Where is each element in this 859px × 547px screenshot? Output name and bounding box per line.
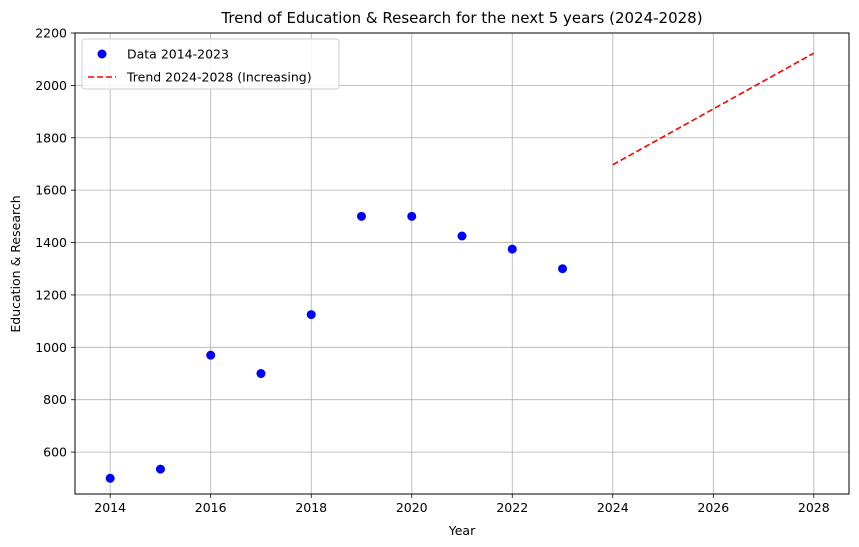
y-tick-label: 2000 bbox=[35, 78, 67, 93]
y-tick-label: 1400 bbox=[35, 235, 67, 250]
data-point bbox=[256, 369, 266, 379]
chart-title: Trend of Education & Research for the ne… bbox=[220, 9, 702, 27]
x-tick-label: 2022 bbox=[496, 500, 528, 515]
y-tick-label: 600 bbox=[43, 445, 67, 460]
legend-box bbox=[81, 38, 340, 90]
series-layer bbox=[105, 52, 815, 483]
x-tick-label: 2020 bbox=[396, 500, 428, 515]
data-point bbox=[356, 211, 366, 221]
legend-label: Trend 2024-2028 (Increasing) bbox=[126, 70, 312, 85]
legend-label: Data 2014-2023 bbox=[127, 47, 229, 62]
x-tick-label: 2028 bbox=[798, 500, 830, 515]
data-point bbox=[105, 473, 115, 483]
data-point bbox=[457, 231, 467, 241]
x-tick-label: 2018 bbox=[295, 500, 327, 515]
x-tick-label: 2014 bbox=[94, 500, 126, 515]
legend: Data 2014-2023 Trend 2024-2028 (Increasin… bbox=[81, 38, 340, 90]
data-point bbox=[306, 310, 316, 320]
y-tick-label: 800 bbox=[43, 392, 67, 407]
plot-frame bbox=[74, 32, 850, 495]
data-point bbox=[155, 464, 165, 474]
legend-marker bbox=[97, 49, 107, 59]
data-point bbox=[507, 244, 517, 254]
x-tick-label: 2026 bbox=[697, 500, 729, 515]
grid bbox=[75, 32, 849, 494]
x-tick-label: 2016 bbox=[195, 500, 227, 515]
y-tick-label: 2200 bbox=[35, 26, 67, 41]
x-axis: 2014 2016 2018 2020 2022 2024 2026 2028 bbox=[94, 494, 830, 515]
x-axis-label: Year bbox=[448, 523, 476, 538]
data-point bbox=[407, 211, 417, 221]
y-axis-label: Education & Research bbox=[8, 195, 23, 332]
y-tick-label: 1600 bbox=[35, 183, 67, 198]
data-point bbox=[558, 264, 568, 274]
y-tick-label: 1800 bbox=[35, 130, 67, 145]
data-point bbox=[206, 350, 216, 360]
y-tick-label: 1000 bbox=[35, 340, 67, 355]
y-tick-label: 1200 bbox=[35, 287, 67, 302]
y-axis: 600 800 1000 1200 1400 1600 1800 2000 2200 bbox=[35, 26, 75, 460]
x-tick-label: 2024 bbox=[597, 500, 629, 515]
trend-line bbox=[612, 52, 815, 166]
